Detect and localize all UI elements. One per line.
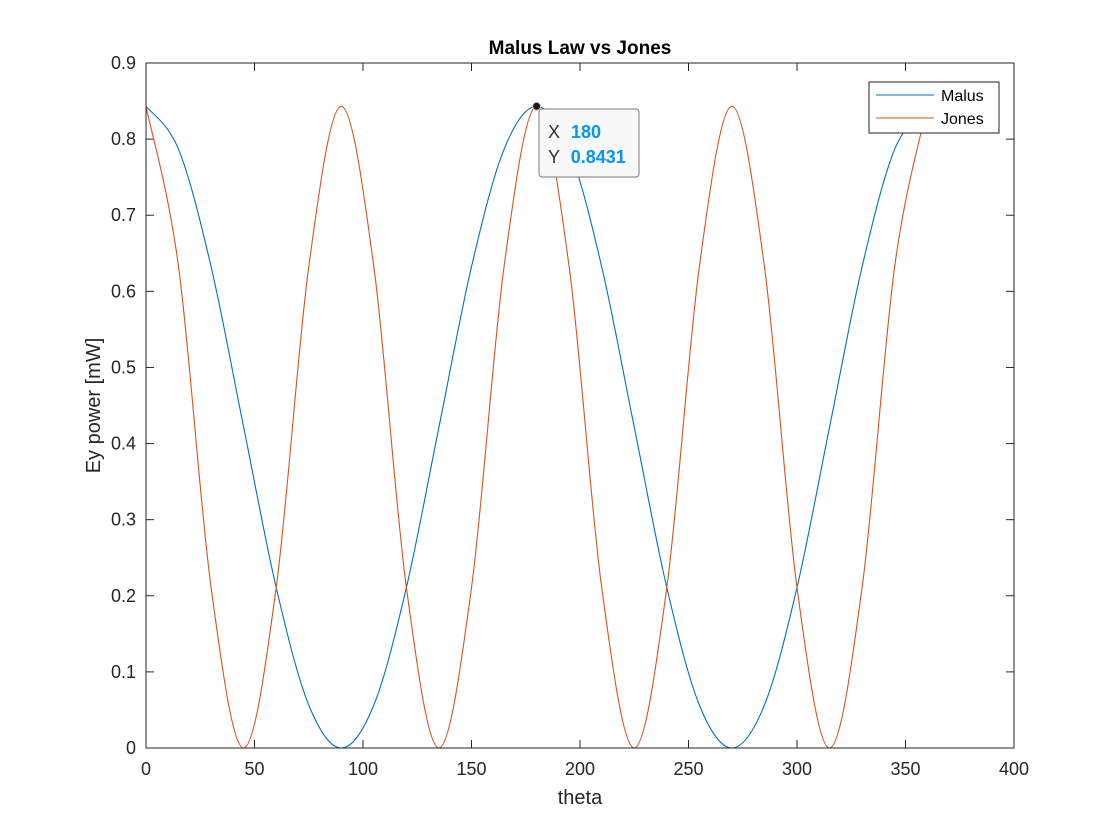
axes-box bbox=[145, 62, 1015, 749]
y-tick-label: 0.7 bbox=[111, 205, 136, 225]
x-tick-label: 300 bbox=[782, 759, 812, 779]
datatip[interactable]: X 180 Y 0.8431 bbox=[532, 101, 640, 178]
x-axis-label: theta bbox=[558, 787, 603, 809]
x-tick-label: 50 bbox=[244, 759, 264, 779]
datatip-x-row: X 180 bbox=[548, 122, 601, 142]
y-tick-label: 0.5 bbox=[111, 357, 136, 377]
y-tick-label: 0.8 bbox=[111, 129, 136, 149]
datatip-y-row: Y 0.8431 bbox=[548, 147, 626, 167]
x-tick-label: 350 bbox=[890, 759, 920, 779]
datatip-y-value: 0.8431 bbox=[571, 147, 626, 167]
datatip-x-label: X bbox=[548, 122, 560, 142]
y-axis-label: Ey power [mW] bbox=[83, 338, 105, 474]
datatip-x-value: 180 bbox=[571, 122, 601, 142]
datatip-box bbox=[538, 108, 640, 178]
x-axis-ticks: 0 50 100 150 200 250 300 350 400 bbox=[141, 63, 1029, 779]
x-tick-label: 100 bbox=[348, 759, 378, 779]
legend[interactable]: Malus Jones bbox=[868, 81, 1000, 134]
x-tick-label: 0 bbox=[141, 759, 151, 779]
x-tick-label: 250 bbox=[673, 759, 703, 779]
datatip-marker[interactable] bbox=[532, 101, 542, 111]
legend-label-malus: Malus bbox=[941, 88, 984, 105]
chart-title: Malus Law vs Jones bbox=[489, 38, 672, 59]
y-tick-label: 0.4 bbox=[111, 434, 136, 454]
y-tick-label: 0.2 bbox=[111, 586, 136, 606]
y-axis-ticks: 0 0.1 0.2 0.3 0.4 0.5 0.6 0.7 0.8 0.9 bbox=[111, 53, 1014, 758]
datatip-y-label: Y bbox=[548, 147, 560, 167]
y-tick-label: 0.1 bbox=[111, 662, 136, 682]
y-tick-label: 0.3 bbox=[111, 510, 136, 530]
y-tick-label: 0.9 bbox=[111, 53, 136, 73]
legend-label-jones: Jones bbox=[941, 111, 984, 128]
x-tick-label: 200 bbox=[565, 759, 595, 779]
x-tick-label: 400 bbox=[999, 759, 1029, 779]
legend-box bbox=[868, 81, 1000, 134]
y-tick-label: 0 bbox=[126, 738, 136, 758]
y-tick-label: 0.6 bbox=[111, 281, 136, 301]
x-tick-label: 150 bbox=[456, 759, 486, 779]
